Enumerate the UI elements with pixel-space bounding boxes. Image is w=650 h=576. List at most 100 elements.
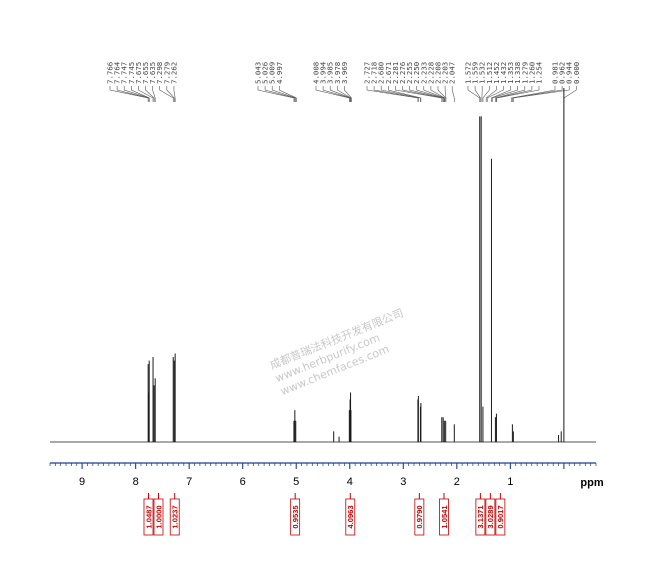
peak-leader-line [474,86,481,102]
peak-leader-line [511,86,556,102]
peak-label: 2.671 [384,62,393,84]
peak-leader-line [315,86,350,102]
peak-leader-line [444,86,447,102]
peak-leader-line [159,86,174,102]
peak-label: 0.981 [551,62,560,84]
integral-box [153,498,164,536]
peak-leader-line [173,86,176,102]
peak-label: 4.008 [312,62,321,84]
peak-label: 0.944 [565,61,574,84]
peak-label: 1.260 [527,62,536,84]
peak-leader-line [278,86,297,102]
peak-leader-line [387,86,422,102]
peak-label: 2.228 [426,62,435,84]
integral-value: 1.0000 [154,505,163,528]
spectrum-trace [50,88,596,443]
peak-label: 1.452 [492,62,501,84]
peak-leader-line [264,86,296,102]
peak-label: 3.994 [319,61,328,84]
peak-leader-line [166,86,175,102]
peak-label: 7.766 [106,62,115,84]
peak-leader-line [336,86,352,102]
peak-label: 2.281 [391,62,400,84]
peak-leader-line [373,86,419,102]
peak-label: 5.026 [261,62,270,84]
peak-label: 0.962 [558,62,567,84]
integral-box [495,498,506,536]
peak-leader-line [131,86,150,102]
peak-label: 1.254 [535,61,544,84]
integral-value: 1.0237 [171,505,180,528]
peak-label: 1.432 [499,62,508,84]
peak-label: 7.262 [169,62,178,84]
peak-leader-line [138,86,154,102]
peak-leader-line [344,86,352,102]
peak-leader-line [416,86,444,102]
integral-value: 0.9535 [291,505,300,529]
peak-label-leaders [109,86,577,102]
integral-value: 3.1371 [476,505,485,529]
peak-leader-line [366,86,419,102]
peak-leader-line [380,86,421,102]
peak-label: 2.718 [370,62,379,84]
peak-label: 5.043 [254,62,263,84]
peak-leader-line [495,86,526,102]
peak-leader-line [491,86,519,102]
x-tick-label: 5 [293,476,299,488]
integral-box [414,498,425,536]
integral-value: 0.9017 [496,505,505,528]
peak-labels: 7.7667.7647.7477.7457.6757.6557.6357.298… [106,61,581,84]
integral-box [143,498,154,536]
peak-label: 2.233 [419,62,428,84]
peak-label: 2.208 [434,62,443,84]
peak-leader-line [329,86,351,102]
x-axis-label: ppm [580,477,603,489]
peak-leader-line [486,86,504,102]
peak-leader-line [430,86,445,102]
peak-leader-line [271,86,297,102]
peak-label: 1.559 [471,62,480,84]
peak-label: 1.353 [506,62,515,84]
peak-label: 7.745 [127,62,136,84]
peak-label: 1.512 [485,62,494,84]
peak-leader-line [512,86,563,102]
peak-label: 7.298 [155,62,164,84]
integral-box [290,498,301,536]
integral-value: 4.0963 [346,505,355,528]
x-tick-label: 3 [400,476,406,488]
integral-value: 1.0541 [440,505,449,529]
peak-leader-line [491,86,511,102]
peak-label: 7.675 [134,62,143,84]
peak-leader-line [402,86,443,102]
integral-box [475,498,486,536]
peak-label: 7.764 [113,61,122,84]
peak-label: 2.255 [405,62,414,84]
peak-leader-line [322,86,351,102]
peak-leader-line [496,86,540,102]
peak-label: 0.000 [572,62,581,84]
peak-label: 4.997 [275,62,284,84]
x-tick-label: 7 [186,476,192,488]
x-tick-label: 9 [79,476,85,488]
peak-leader-line [145,86,155,102]
peak-label: 2.680 [377,62,386,84]
peak-leader-line [451,86,455,102]
peak-label: 2.250 [412,62,421,84]
peak-label: 3.978 [333,62,342,84]
peak-label: 1.532 [478,62,487,84]
x-tick-label: 4 [347,476,353,488]
peak-leader-line [482,86,490,102]
peak-label: 1.572 [464,62,473,84]
peak-label: 3.985 [326,62,335,84]
integral-value: 3.0289 [486,505,495,528]
peak-label: 2.727 [363,62,372,84]
peak-label: 7.635 [148,62,157,84]
peak-label: 5.009 [268,62,277,84]
peak-label: 7.747 [120,62,129,84]
peak-leader-line [116,86,149,102]
peak-label: 7.655 [141,62,150,84]
x-tick-label: 6 [240,476,246,488]
peak-label: 2.276 [398,62,407,84]
integral-value: 1.0487 [144,505,153,528]
